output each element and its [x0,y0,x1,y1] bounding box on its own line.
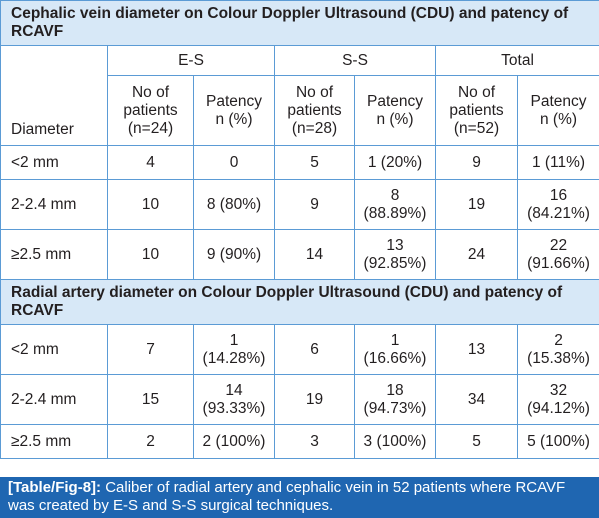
ss-patency-cell: 1 (16.66%) [354,324,436,375]
ss-patency-cell: 1 (20%) [354,145,436,180]
total-patients-cell: 9 [435,145,518,180]
es-patency-cell: 8 (80%) [193,179,275,230]
total-patency-cell: 2 (15.38%) [516,324,599,375]
header-total: Total [434,45,599,76]
header-es: E-S [107,45,275,76]
table-row: ≥2.5 mm 10 9 (90%) 14 13 (92.85%) 24 22 … [0,229,599,280]
diameter-cell: ≥2.5 mm [0,229,108,280]
figure-caption: [Table/Fig-8]: Caliber of radial artery … [0,477,599,518]
es-patients-cell: 2 [107,424,194,459]
header-es-patency: Patency n (%) [193,75,275,146]
total-patients-cell: 13 [435,324,518,375]
header-ss-patients: No of patients (n=28) [274,75,355,146]
ss-patency-cell: 8 (88.89%) [354,179,436,230]
table-row: <2 mm 7 1 (14.28%) 6 1 (16.66%) 13 2 (15… [0,324,599,375]
ss-patency-cell: 18 (94.73%) [354,374,436,425]
total-patency-cell: 16 (84.21%) [516,179,599,230]
table-row: 2-2.4 mm 15 14 (93.33%) 19 18 (94.73%) 3… [0,374,599,425]
total-patency-cell: 22 (91.66%) [516,229,599,280]
ss-patients-cell: 5 [274,145,355,180]
section-title-radial: Radial artery diameter on Colour Doppler… [0,279,599,325]
es-patency-cell: 1 (14.28%) [193,324,275,375]
total-patients-cell: 34 [435,374,518,425]
total-patients-cell: 24 [435,229,518,280]
caption-label: [Table/Fig-8]: [8,479,102,496]
caption-text: Caliber of radial artery and cephalic ve… [8,479,566,514]
ss-patients-cell: 6 [274,324,355,375]
ss-patients-cell: 9 [274,179,355,230]
es-patients-cell: 15 [107,374,194,425]
header-ss-patency: Patency n (%) [354,75,436,146]
total-patency-cell: 1 (11%) [516,145,599,180]
es-patency-cell: 9 (90%) [193,229,275,280]
es-patency-cell: 0 [193,145,275,180]
header-ss: S-S [274,45,436,76]
section-title-cephalic: Cephalic vein diameter on Colour Doppler… [0,0,599,46]
diameter-cell: <2 mm [0,145,108,180]
table-row: <2 mm 4 0 5 1 (20%) 9 1 (11%) [0,145,599,180]
table-row: ≥2.5 mm 2 2 (100%) 3 3 (100%) 5 5 (100%) [0,424,599,459]
header-es-patients: No of patients (n=24) [107,75,194,146]
diameter-cell: 2-2.4 mm [0,179,108,230]
es-patients-cell: 10 [107,179,194,230]
ss-patients-cell: 19 [274,374,355,425]
header-total-patency: Patency n (%) [516,75,599,146]
es-patency-cell: 14 (93.33%) [193,374,275,425]
header-total-patients: No of patients (n=52) [435,75,518,146]
diameter-cell: 2-2.4 mm [0,374,108,425]
data-table: Cephalic vein diameter on Colour Doppler… [0,0,599,459]
es-patients-cell: 10 [107,229,194,280]
es-patency-cell: 2 (100%) [193,424,275,459]
table-row: 2-2.4 mm 10 8 (80%) 9 8 (88.89%) 19 16 (… [0,179,599,230]
es-patients-cell: 7 [107,324,194,375]
diameter-cell: ≥2.5 mm [0,424,108,459]
ss-patency-cell: 13 (92.85%) [354,229,436,280]
ss-patients-cell: 14 [274,229,355,280]
es-patients-cell: 4 [107,145,194,180]
ss-patency-cell: 3 (100%) [354,424,436,459]
total-patency-cell: 5 (100%) [516,424,599,459]
total-patency-cell: 32 (94.12%) [516,374,599,425]
header-diameter: Diameter [0,45,108,146]
total-patients-cell: 5 [435,424,518,459]
ss-patients-cell: 3 [274,424,355,459]
diameter-cell: <2 mm [0,324,108,375]
total-patients-cell: 19 [435,179,518,230]
